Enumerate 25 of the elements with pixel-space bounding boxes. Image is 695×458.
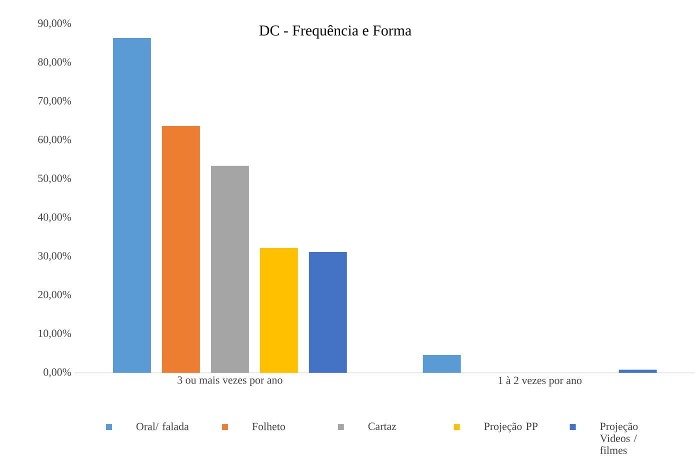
y-tick-label: 20,00% [38,290,72,300]
legend-label: Projeção Videos / filmes [600,422,638,454]
y-tick-label: 50,00% [38,174,72,184]
legend-label: Folheto [252,422,286,430]
y-tick-label: 90,00% [38,20,72,29]
bar [618,370,657,373]
bar [308,252,347,373]
legend-label: Cartaz [368,422,396,430]
bar [210,166,249,373]
bar [112,38,151,373]
chart-title: DC - Frequência e Forma [259,25,412,39]
y-tick-label: 80,00% [38,58,72,68]
y-tick-label: 10,00% [38,330,72,339]
y-tick-label: 40,00% [38,213,72,222]
legend-label: Oral/ falada [136,422,189,430]
y-tick-label: 0,00% [44,368,72,378]
y-tick-label: 70,00% [38,97,72,106]
x-tick-label: 1 à 2 vezes por ano [498,376,582,386]
bar [422,355,461,373]
bar [260,248,298,373]
bar [162,126,200,373]
y-tick-label: 30,00% [38,252,72,262]
x-tick-label: 3 ou mais vezes por ano [178,376,282,386]
y-tick-label: 60,00% [38,136,72,145]
legend-label: Projeção PP [484,422,538,432]
